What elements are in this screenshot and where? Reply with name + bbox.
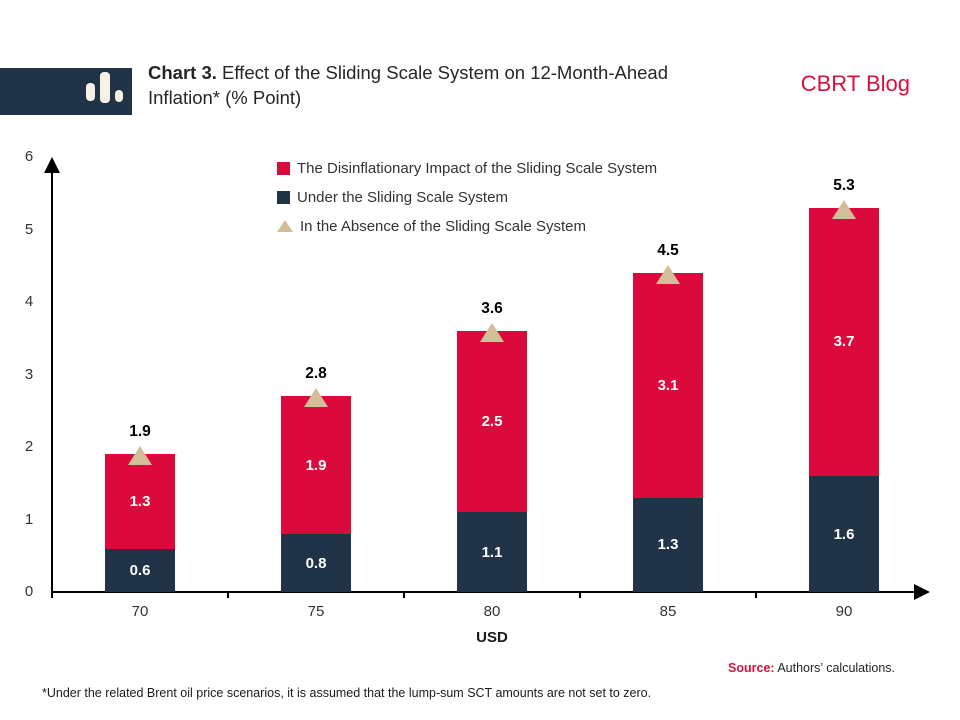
chart-title-line2: Inflation* (% Point) xyxy=(148,87,302,108)
y-axis-arrow-icon xyxy=(44,157,60,173)
x-tick-label: 70 xyxy=(131,603,149,620)
legend-item-impact: The Disinflationary Impact of the Slidin… xyxy=(277,157,657,179)
bar-segment-impact: 1.3 xyxy=(105,454,175,549)
y-tick-label: 6 xyxy=(24,148,34,165)
source-line: Source: Authors’ calculations. xyxy=(728,661,895,675)
bar-segment-impact: 2.5 xyxy=(457,331,527,513)
absence-marker-icon xyxy=(656,265,680,284)
y-axis xyxy=(51,168,53,598)
total-label: 1.9 xyxy=(129,423,151,441)
bar-group-80: 3.6 2.5 1.1 xyxy=(457,300,527,592)
bar-value-label: 0.6 xyxy=(129,561,151,579)
legend-item-under: Under the Sliding Scale System xyxy=(277,186,657,208)
bar-value-label: 3.7 xyxy=(833,333,855,351)
bar-value-label: 1.3 xyxy=(129,492,151,510)
bar-segment-under: 1.1 xyxy=(457,512,527,592)
legend-triangle-icon xyxy=(277,220,293,232)
bar-value-label: 2.5 xyxy=(481,413,503,431)
y-tick-label: 2 xyxy=(24,438,34,455)
x-axis-tick xyxy=(755,592,757,598)
total-label: 5.3 xyxy=(833,176,855,194)
x-tick-label: 90 xyxy=(835,603,853,620)
absence-marker-icon xyxy=(128,446,152,466)
x-axis-tick xyxy=(227,592,229,598)
bar-segment-impact: 1.9 xyxy=(281,396,351,534)
x-axis-tick xyxy=(403,592,405,598)
absence-marker-icon xyxy=(832,199,856,219)
legend-square-navy-icon xyxy=(277,190,290,204)
legend-label: Under the Sliding Scale System xyxy=(297,188,508,206)
x-tick-label: 80 xyxy=(483,603,501,620)
x-axis-arrow-icon xyxy=(914,584,930,600)
total-label: 3.6 xyxy=(481,300,503,317)
y-tick-label: 5 xyxy=(24,220,34,238)
chart-number: Chart 3. xyxy=(148,62,217,83)
bar-segment-under: 1.3 xyxy=(633,497,703,592)
x-axis-tick xyxy=(579,592,581,598)
absence-marker-icon xyxy=(304,388,328,408)
y-tick-label: 4 xyxy=(24,293,34,310)
y-tick-label: 0 xyxy=(24,583,34,600)
total-label: 4.5 xyxy=(657,242,679,259)
brand-link[interactable]: CBRT Blog xyxy=(800,71,910,96)
bar-value-label: 1.3 xyxy=(657,536,679,554)
x-axis-title: USD xyxy=(476,629,508,646)
source-text: Authors’ calculations. xyxy=(774,661,895,675)
cbrt-logo xyxy=(0,68,132,115)
bar-segment-under: 1.6 xyxy=(809,476,879,592)
bar-group-85: 4.5 3.1 1.3 xyxy=(633,242,703,592)
legend-label: In the Absence of the Sliding Scale Syst… xyxy=(300,217,587,235)
bar-value-label: 0.8 xyxy=(305,554,327,572)
y-tick-label: 1 xyxy=(24,510,34,528)
bar-segment-impact: 3.7 xyxy=(809,207,879,476)
x-tick-label: 75 xyxy=(307,603,325,620)
chart-title-text: Effect of the Sliding Scale System on 12… xyxy=(216,62,668,83)
legend-square-red-icon xyxy=(277,161,290,175)
bar-chart-icon xyxy=(115,90,123,102)
footnote: *Under the related Brent oil price scena… xyxy=(42,686,652,700)
bar-value-label: 1.6 xyxy=(833,525,855,543)
bar-value-label: 3.1 xyxy=(657,376,679,394)
bar-segment-impact: 3.1 xyxy=(633,273,703,498)
source-label: Source: xyxy=(728,661,775,675)
total-label: 2.8 xyxy=(305,365,327,383)
legend-item-absence: In the Absence of the Sliding Scale Syst… xyxy=(277,215,657,237)
x-axis xyxy=(51,591,916,593)
legend: The Disinflationary Impact of the Slidin… xyxy=(277,157,657,244)
y-tick-label: 3 xyxy=(24,365,34,383)
bar-chart-icon xyxy=(100,72,110,103)
x-tick-label: 85 xyxy=(659,603,677,620)
bar-segment-under: 0.8 xyxy=(281,534,351,592)
legend-label: The Disinflationary Impact of the Slidin… xyxy=(297,159,658,177)
bar-group-90: 5.3 3.7 1.6 xyxy=(809,177,879,592)
chart-title-line1: Chart 3. Effect of the Sliding Scale Sys… xyxy=(148,60,668,85)
bar-value-label: 1.1 xyxy=(481,543,503,561)
bar-group-75: 2.8 1.9 0.8 xyxy=(281,365,351,592)
bar-value-label: 1.9 xyxy=(305,456,327,474)
bar-group-70: 1.9 1.3 0.6 xyxy=(105,423,175,592)
absence-marker-icon xyxy=(480,323,504,342)
bar-chart-icon xyxy=(86,83,95,101)
chart-title: Chart 3. Effect of the Sliding Scale Sys… xyxy=(148,60,668,110)
bar-segment-under: 0.6 xyxy=(105,548,175,592)
